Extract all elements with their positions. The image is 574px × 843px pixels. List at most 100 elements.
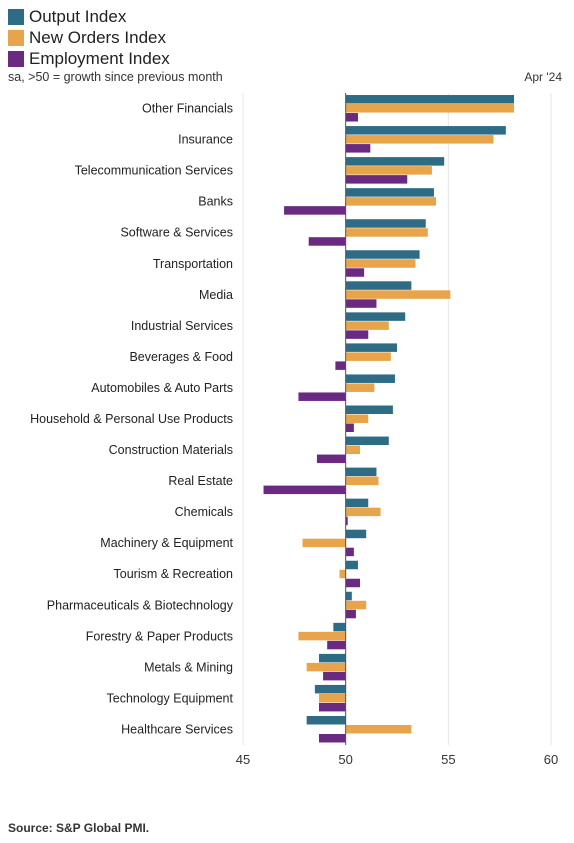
bar-output — [314, 684, 346, 694]
bar-new-orders — [345, 259, 416, 268]
bar-employment — [345, 578, 361, 588]
category-label: Chemicals — [175, 505, 233, 519]
category-label: Forestry & Paper Products — [86, 629, 233, 643]
bar-employment — [345, 144, 371, 153]
category-label: Tourism & Recreation — [114, 567, 234, 581]
category-label: Automobiles & Auto Parts — [91, 381, 233, 395]
category-label: Banks — [198, 195, 233, 209]
bar-employment — [308, 237, 346, 246]
bar-new-orders — [345, 507, 381, 517]
bar-output — [345, 95, 515, 104]
legend-label-output: Output Index — [29, 6, 127, 26]
bar-employment — [323, 671, 346, 681]
category-label: Insurance — [178, 133, 233, 147]
bar-employment — [284, 206, 346, 215]
category-label: Media — [199, 288, 233, 302]
category-label: Healthcare Services — [121, 722, 233, 736]
bar-output — [345, 405, 393, 414]
bar-output — [345, 374, 395, 383]
bar-new-orders — [345, 166, 432, 175]
bar-employment — [345, 609, 356, 619]
category-label: Technology Equipment — [107, 691, 234, 705]
bar-employment — [345, 113, 358, 122]
bar-new-orders — [345, 321, 389, 330]
legend-swatch-output — [8, 8, 24, 25]
legend-label-new-orders: New Orders Index — [29, 27, 166, 47]
bar-new-orders — [302, 538, 346, 548]
category-label: Machinery & Equipment — [100, 536, 233, 550]
bar-employment — [345, 423, 354, 432]
period-label: Apr '24 — [524, 70, 562, 84]
bar-output — [345, 188, 434, 197]
bar-employment — [327, 640, 346, 650]
category-label: Telecommunication Services — [75, 164, 233, 178]
bar-new-orders — [339, 569, 346, 579]
bar-employment — [345, 330, 369, 339]
category-label: Metals & Mining — [144, 660, 233, 674]
bar-employment — [263, 485, 346, 495]
category-label: Industrial Services — [131, 319, 233, 333]
bar-new-orders — [345, 600, 367, 610]
bar-output — [345, 560, 358, 570]
bar-employment — [345, 175, 408, 184]
bar-output — [345, 157, 445, 166]
bar-new-orders — [345, 197, 437, 206]
bar-output — [345, 436, 389, 446]
bar-output — [345, 529, 367, 539]
bar-new-orders — [345, 414, 369, 423]
legend-swatch-new-orders — [8, 29, 24, 46]
category-label: Real Estate — [168, 474, 233, 488]
bar-employment — [318, 702, 346, 712]
category-label: Software & Services — [120, 226, 233, 240]
bar-output — [306, 715, 346, 725]
category-label: Pharmaceuticals & Biotechnology — [47, 598, 234, 612]
bar-employment — [335, 361, 346, 370]
legend-item-new-orders: New Orders Index — [8, 27, 170, 48]
category-label: Beverages & Food — [129, 350, 233, 364]
chart-subtitle: sa, >50 = growth since previous month — [8, 70, 223, 84]
x-tick-label: 50 — [338, 752, 352, 767]
bar-employment — [316, 454, 346, 464]
category-label: Other Financials — [142, 102, 233, 116]
bar-output — [333, 622, 346, 632]
bar-employment — [345, 547, 354, 557]
bar-new-orders — [345, 135, 494, 144]
legend: Output Index New Orders Index Employment… — [8, 6, 170, 69]
category-label: Construction Materials — [109, 443, 233, 457]
bar-output — [345, 312, 406, 321]
bar-new-orders — [318, 693, 346, 703]
bar-employment — [345, 268, 365, 277]
category-label: Household & Personal Use Products — [30, 412, 233, 426]
bar-output — [345, 498, 369, 508]
bar-output — [318, 653, 346, 663]
bar-employment — [298, 392, 346, 401]
legend-item-output: Output Index — [8, 6, 170, 27]
source-note: Source: S&P Global PMI. — [8, 821, 150, 835]
bar-employment — [318, 733, 346, 743]
bar-new-orders — [345, 445, 361, 455]
bar-new-orders — [345, 228, 428, 237]
legend-item-employment: Employment Index — [8, 48, 170, 69]
x-tick-label: 55 — [441, 752, 455, 767]
bar-new-orders — [345, 476, 379, 486]
legend-swatch-employment — [8, 50, 24, 67]
bar-output — [345, 467, 377, 477]
bar-output — [345, 281, 412, 290]
x-tick-label: 45 — [236, 752, 250, 767]
bar-output — [345, 219, 426, 228]
bar-new-orders — [345, 290, 451, 299]
bar-output — [345, 591, 352, 601]
bar-employment — [345, 299, 377, 308]
bar-new-orders — [345, 104, 515, 113]
category-label: Transportation — [153, 257, 233, 271]
bar-output — [345, 250, 420, 259]
legend-label-employment: Employment Index — [29, 48, 170, 68]
bar-new-orders — [298, 631, 346, 641]
bar-new-orders — [345, 724, 412, 734]
bar-output — [345, 343, 397, 352]
x-tick-label: 60 — [544, 752, 558, 767]
bar-output — [345, 126, 506, 135]
bar-new-orders — [345, 352, 391, 361]
bar-new-orders — [306, 662, 346, 672]
